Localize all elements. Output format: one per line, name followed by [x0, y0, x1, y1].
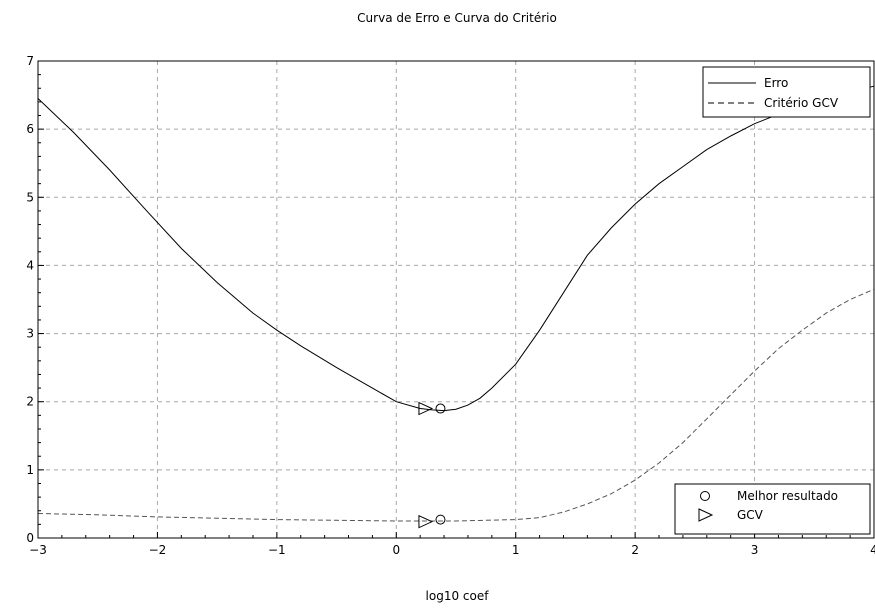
- chart-title: Curva de Erro e Curva do Critério: [357, 11, 557, 25]
- legend-markers: Melhor resultado GCV: [674, 483, 871, 535]
- marker-gcv: [418, 401, 434, 416]
- grid-lines: [38, 61, 874, 538]
- legend-best-result-marker: [700, 491, 710, 501]
- x-tick-label: −3: [29, 543, 47, 557]
- y-tick-label: 7: [26, 54, 34, 68]
- series-group: [37, 85, 875, 522]
- y-tick-label: 0: [26, 531, 34, 545]
- legend-gcv-label: Critério GCV: [764, 96, 839, 110]
- legend-best-result-label: Melhor resultado: [737, 489, 838, 503]
- x-tick-label: 3: [751, 543, 759, 557]
- y-tick-label: 1: [26, 463, 34, 477]
- marker-group: [418, 401, 446, 529]
- y-tick-label: 3: [26, 327, 34, 341]
- y-tick-label: 4: [26, 258, 34, 272]
- legend-lines: Erro Critério GCV: [702, 66, 871, 118]
- series-line-criterio-gcv: [37, 288, 875, 522]
- plot-frame: [37, 60, 875, 539]
- y-tick-label: 2: [26, 395, 34, 409]
- marker-gcv: [418, 514, 434, 529]
- axis-ticks: −3 −2 −1 0 1 2 3 4 0 1 2 3 4 5 6 7: [26, 54, 875, 557]
- x-tick-label: −1: [268, 543, 286, 557]
- y-tick-label: 5: [26, 190, 34, 204]
- marker-best-result: [435, 514, 446, 525]
- x-tick-label: 0: [392, 543, 400, 557]
- y-tick-label: 6: [26, 122, 34, 136]
- marker-best-result: [435, 403, 446, 414]
- x-tick-label: −2: [149, 543, 167, 557]
- legend-erro-label: Erro: [764, 76, 788, 90]
- legend-gcv-marker-label: GCV: [737, 508, 764, 522]
- x-tick-label: 2: [631, 543, 639, 557]
- x-tick-label: 4: [870, 543, 875, 557]
- legend-gcv-marker: [698, 508, 714, 522]
- x-axis-label: log10 coef: [426, 589, 490, 603]
- x-tick-label: 1: [512, 543, 520, 557]
- series-line-erro: [37, 85, 875, 412]
